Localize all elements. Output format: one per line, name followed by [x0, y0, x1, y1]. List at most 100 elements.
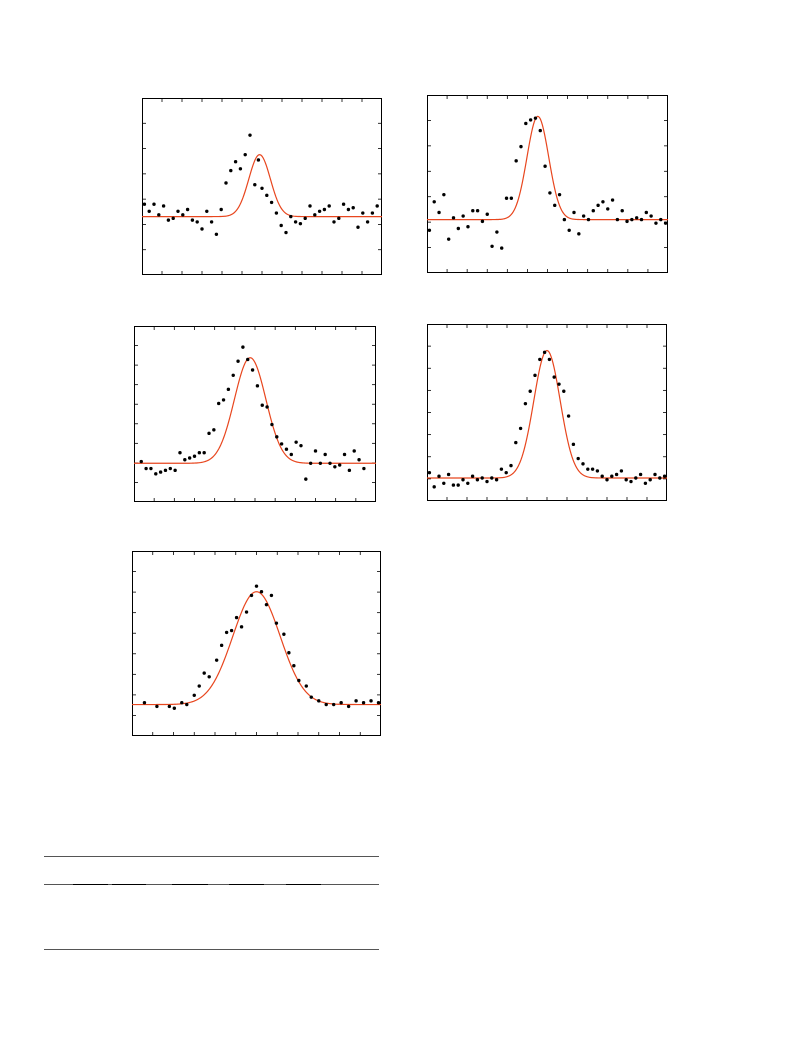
data-point — [298, 221, 303, 226]
data-point — [557, 382, 561, 386]
data-point — [327, 204, 331, 208]
data-point — [639, 217, 644, 222]
data-point — [297, 678, 301, 683]
data-point — [557, 192, 562, 197]
data-point — [528, 389, 532, 393]
data-point — [328, 461, 332, 465]
data-point — [202, 451, 206, 455]
data-point — [214, 232, 219, 236]
data-point — [142, 701, 147, 705]
data-point — [432, 200, 436, 204]
data-point — [229, 628, 234, 633]
data-point — [427, 470, 432, 475]
data-point — [504, 196, 509, 200]
data-point — [229, 168, 233, 173]
data-point — [625, 219, 629, 224]
data-point — [446, 472, 451, 477]
gaussian-fit-line — [427, 115, 668, 221]
data-point — [212, 428, 216, 432]
data-point — [149, 466, 153, 471]
data-point — [432, 485, 436, 489]
plot-frame — [427, 95, 668, 273]
data-point — [461, 478, 465, 482]
data-point — [172, 706, 177, 710]
data-point — [147, 209, 151, 213]
data-point — [180, 701, 184, 705]
data-point — [166, 218, 171, 222]
data-point — [346, 207, 351, 212]
data-point — [571, 442, 576, 447]
data-point — [284, 230, 288, 235]
data-point — [299, 443, 303, 448]
gaussian-fit-line — [142, 154, 382, 218]
chart-panel-2 — [427, 95, 668, 273]
data-point — [591, 209, 595, 213]
data-point — [542, 350, 547, 355]
data-point — [246, 357, 250, 362]
data-point — [619, 469, 624, 473]
data-point — [471, 209, 475, 213]
data-point — [456, 483, 460, 487]
data-point — [317, 699, 321, 703]
data-point — [214, 658, 219, 662]
data-point — [566, 414, 571, 418]
data-point — [293, 220, 298, 224]
data-point — [317, 209, 322, 213]
data-point — [548, 191, 552, 195]
data-point — [629, 479, 633, 484]
data-point — [157, 213, 161, 217]
data-point — [207, 431, 211, 436]
table-header-rule — [44, 884, 379, 885]
data-point — [195, 220, 199, 224]
data-point — [634, 216, 639, 220]
data-point — [480, 219, 485, 224]
data-point — [142, 202, 147, 206]
data-point — [185, 702, 189, 707]
data-point — [173, 468, 177, 473]
data-point — [341, 202, 346, 206]
data-point — [524, 121, 528, 126]
data-point — [375, 204, 379, 208]
table-column-rule — [73, 884, 108, 885]
data-point — [514, 159, 518, 163]
data-point — [630, 217, 634, 222]
data-point — [475, 478, 480, 482]
data-point — [654, 221, 658, 225]
data-point — [269, 200, 274, 205]
data-point — [331, 702, 336, 707]
data-point — [470, 474, 475, 478]
data-point — [339, 701, 343, 705]
data-point — [356, 225, 360, 229]
data-point — [634, 476, 638, 480]
data-point — [313, 213, 317, 217]
data-point — [562, 389, 566, 393]
data-point — [185, 207, 190, 212]
data-point — [610, 474, 614, 478]
data-point — [620, 209, 624, 213]
data-point — [504, 470, 508, 475]
data-point — [606, 207, 610, 211]
data-point — [154, 472, 158, 476]
data-point — [369, 699, 373, 703]
data-point — [562, 217, 567, 222]
data-point — [284, 447, 289, 451]
data-point — [304, 477, 308, 481]
data-point — [553, 203, 557, 208]
data-point — [596, 203, 600, 208]
data-point — [653, 472, 657, 477]
data-point — [442, 481, 446, 485]
data-point — [256, 158, 261, 162]
data-point — [244, 610, 249, 614]
data-point — [456, 226, 461, 231]
data-point — [485, 479, 489, 484]
data-point — [451, 483, 456, 487]
data-point — [333, 465, 337, 469]
data-point — [255, 384, 260, 388]
data-point — [552, 375, 556, 379]
table-top-rule — [44, 856, 379, 857]
table-column-rule — [172, 884, 208, 885]
data-point — [274, 621, 279, 625]
data-point — [663, 221, 668, 225]
chart-panel-1 — [142, 98, 382, 275]
data-point — [250, 368, 255, 372]
